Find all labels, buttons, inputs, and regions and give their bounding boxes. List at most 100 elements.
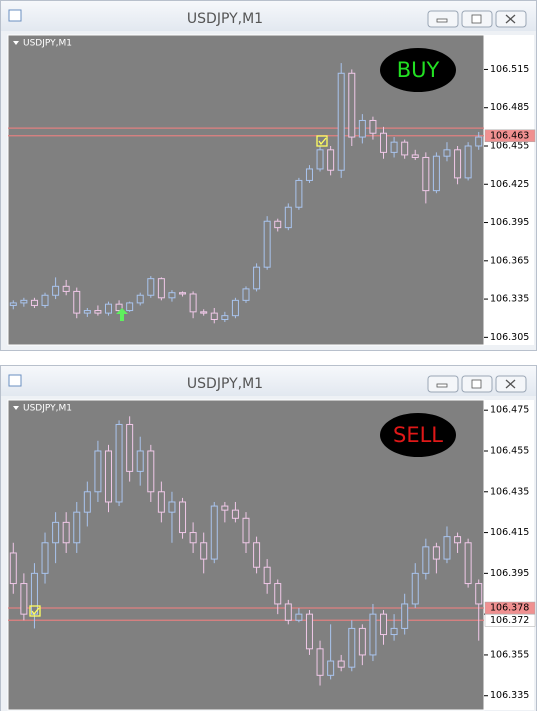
y-tick-label: 106.515: [490, 64, 529, 75]
candle-body: [327, 149, 335, 171]
candle-body: [316, 149, 324, 170]
candle-body: [443, 536, 451, 560]
candle-body: [369, 613, 377, 656]
candle-body: [73, 511, 81, 544]
buy-arrow: [116, 308, 128, 321]
signal-badge: [380, 413, 456, 457]
price-label: 106.463: [490, 130, 529, 141]
symbol-triangle: [13, 41, 19, 45]
candle-body: [401, 141, 409, 156]
candle-body: [358, 119, 366, 138]
check-box: [316, 135, 328, 147]
maximize-icon: [471, 14, 482, 24]
candle-body: [390, 627, 398, 636]
candle-body: [380, 613, 388, 636]
y-tick-label: 106.335: [490, 294, 529, 305]
candle-body: [62, 521, 70, 544]
candle-body: [380, 132, 388, 153]
candle-body: [30, 572, 38, 615]
candle-body: [73, 290, 81, 314]
candle-body: [157, 278, 165, 299]
candle-body: [327, 660, 335, 676]
candle-body: [284, 603, 292, 621]
minimize-icon: [436, 18, 448, 23]
candle-body: [411, 572, 419, 605]
symbol-label: USDJPY,M1: [23, 404, 72, 414]
candle-body: [104, 303, 112, 314]
candle-body: [337, 72, 345, 171]
y-tick-label: 106.355: [490, 649, 529, 660]
candle-body: [94, 450, 102, 493]
candle-body: [475, 583, 483, 605]
chart-window: USDJPY,M1 USDJPY,M1 106.475 106.455 106.435 1…: [0, 365, 537, 715]
price-label: 106.378: [490, 603, 529, 614]
candle-body: [20, 583, 28, 615]
check-mark: [318, 137, 327, 146]
symbol-label: USDJPY,M1: [23, 39, 72, 49]
candle-body: [221, 315, 229, 320]
candle-body: [147, 450, 155, 493]
candle-body: [464, 542, 472, 585]
y-tick-label: 106.305: [490, 332, 529, 343]
y-tick-label: 106.395: [490, 568, 529, 579]
axis-panel: [484, 35, 534, 345]
candle-body: [432, 546, 440, 560]
candle-body: [369, 119, 377, 134]
candle-body: [401, 603, 409, 629]
candle-body: [83, 491, 91, 513]
candle-body: [200, 542, 208, 560]
candle-body: [30, 299, 38, 306]
candle-body: [94, 310, 102, 314]
candle-body: [41, 294, 49, 306]
candle-body: [242, 517, 250, 544]
candle-body: [179, 501, 187, 534]
y-tick-label: 106.335: [490, 690, 529, 701]
candle-body: [104, 450, 112, 503]
price-label: 106.372: [490, 615, 529, 626]
candle-body: [253, 542, 261, 568]
close-icon: [505, 14, 516, 24]
candle-body: [115, 423, 123, 503]
close-icon: [505, 379, 516, 389]
candle-body: [126, 302, 134, 312]
y-tick-label: 106.415: [490, 527, 529, 538]
candle-body: [210, 505, 218, 560]
candle-body: [52, 285, 60, 296]
price-label-box: [484, 614, 536, 627]
candle-body: [464, 145, 472, 179]
candle-body: [337, 660, 345, 668]
maximize-icon: [471, 379, 482, 389]
y-tick-label: 106.395: [490, 217, 529, 228]
candle-body: [136, 294, 144, 304]
candle-body: [179, 292, 187, 295]
candle-body: [274, 583, 282, 605]
candle-body: [411, 154, 419, 158]
candle-body: [20, 299, 28, 304]
price-label-box: [484, 129, 536, 143]
candle-body: [348, 627, 356, 668]
candle-body: [443, 149, 451, 157]
candle-body: [147, 278, 155, 296]
candle-body: [200, 311, 208, 314]
candle-body: [305, 613, 313, 650]
candle-body: [263, 566, 271, 585]
signal-badge: [380, 48, 456, 92]
y-tick-label: 106.455: [490, 140, 529, 151]
signal-text: BUY: [397, 58, 440, 82]
candle-body: [221, 505, 229, 511]
candle-body: [358, 627, 366, 656]
candle-body: [432, 155, 440, 192]
candle-body: [348, 72, 356, 138]
candle-body: [231, 509, 239, 519]
candle-body: [295, 179, 303, 208]
symbol-triangle: [13, 406, 19, 410]
candle-body: [168, 292, 176, 299]
candle-body: [115, 303, 123, 312]
y-tick-label: 106.455: [490, 445, 529, 456]
candle-body: [62, 285, 70, 292]
candle-body: [189, 532, 197, 544]
window-title: USDJPY,M1: [187, 11, 263, 27]
candle-body: [52, 521, 60, 544]
candle-body: [390, 141, 398, 153]
